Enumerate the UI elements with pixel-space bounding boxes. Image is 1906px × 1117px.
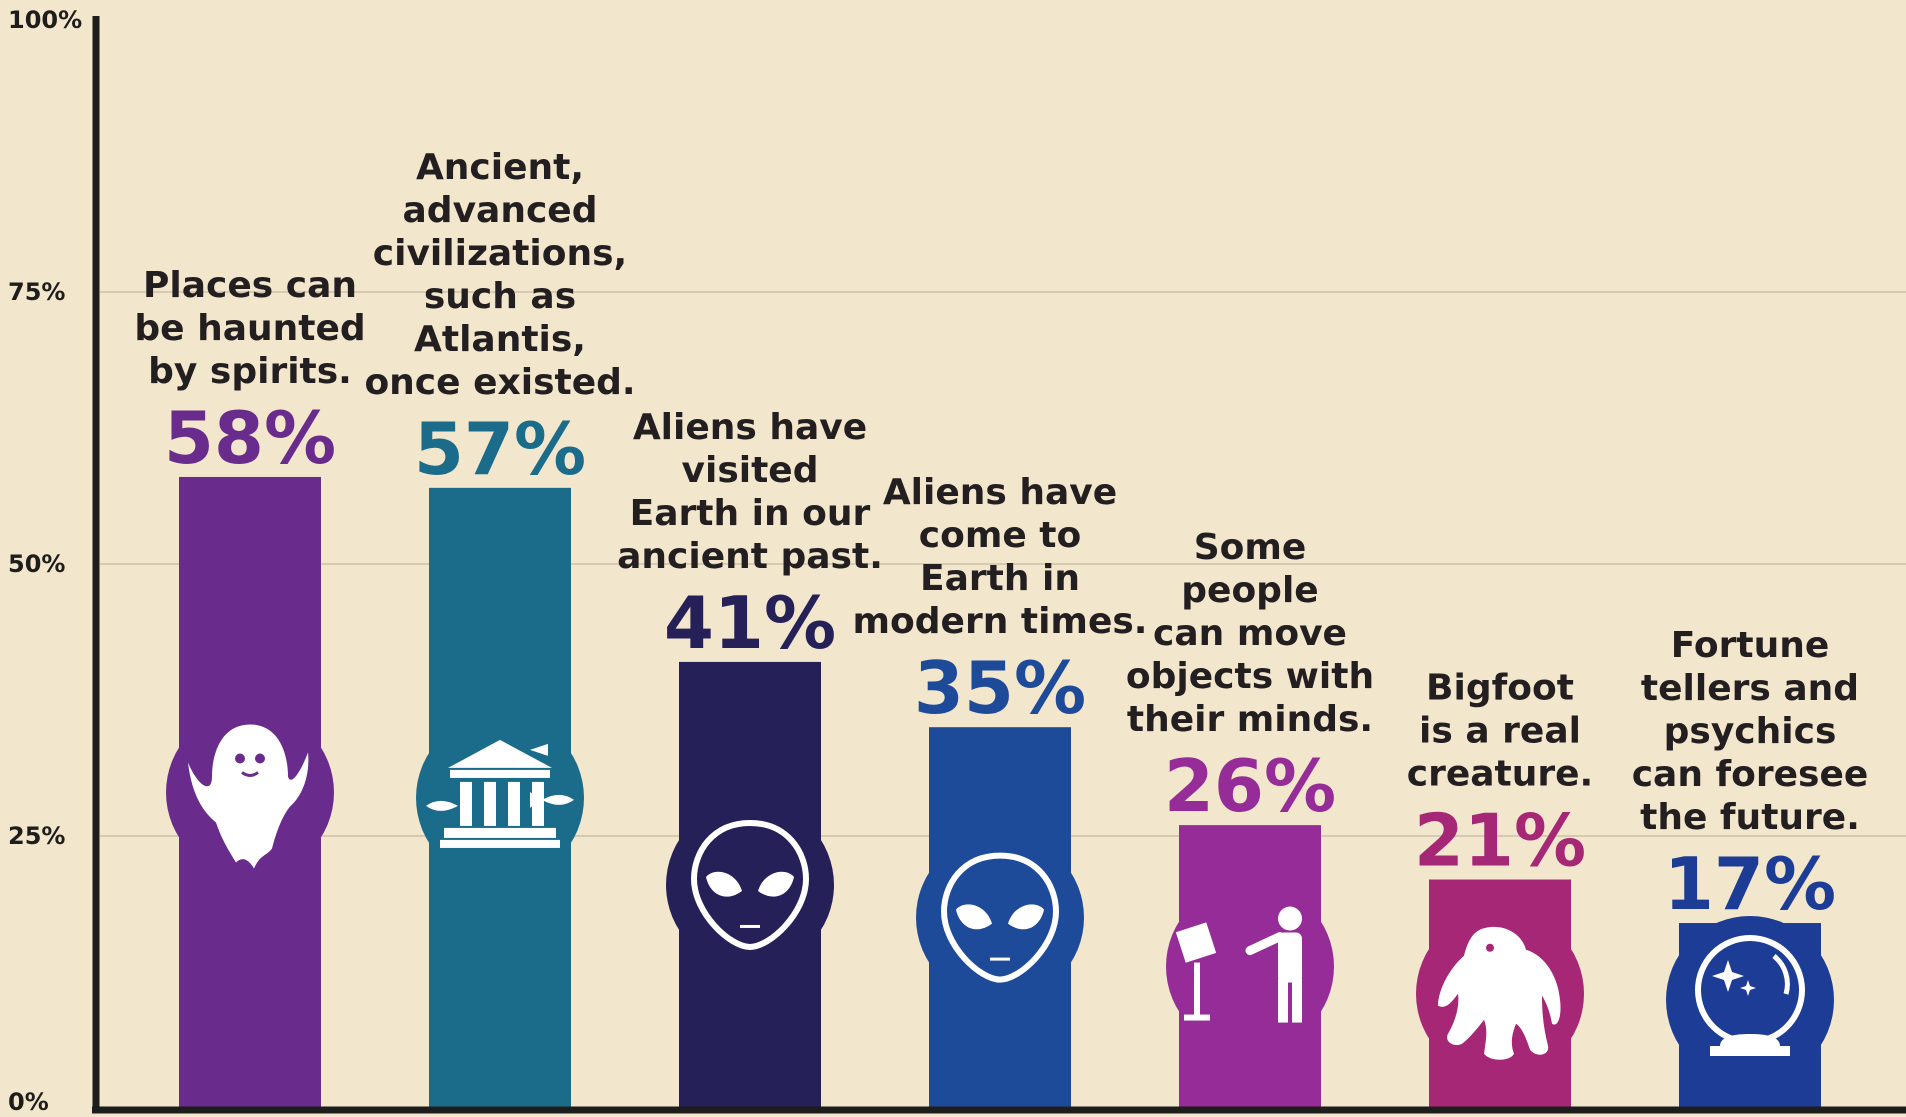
icon-medallion xyxy=(1166,882,1334,1051)
y-tick-label: 0% xyxy=(8,1088,49,1116)
value-label: 17% xyxy=(1664,842,1836,926)
value-label: 26% xyxy=(1164,744,1336,828)
category-label-line: come to xyxy=(919,515,1081,556)
y-tick-label: 25% xyxy=(8,822,65,850)
icon-medallion xyxy=(1666,916,1834,1084)
category-label-line: their minds. xyxy=(1127,699,1373,740)
y-axis-tick-labels: 0% 25% 50% 75% 100% xyxy=(8,6,82,1116)
icon-medallion xyxy=(916,833,1084,1002)
category-label-line: the future. xyxy=(1640,797,1860,838)
bar-group xyxy=(1416,879,1584,1108)
category-label: Ancient, advanced civilizations, such as Atl… xyxy=(364,147,635,403)
category-label-line: Atlantis, xyxy=(414,319,586,360)
bar-group xyxy=(166,476,334,1109)
bar-group xyxy=(1166,825,1334,1108)
category-label-line: tellers and xyxy=(1641,668,1859,709)
value-label: 35% xyxy=(914,646,1086,730)
bar-group xyxy=(666,661,834,1108)
category-label-line: can move xyxy=(1153,613,1347,654)
category-label-line: objects with xyxy=(1126,656,1374,697)
category-label-line: ancient past. xyxy=(617,536,883,577)
y-tick-label: 75% xyxy=(8,278,65,306)
category-label-line: psychics xyxy=(1664,711,1837,752)
category-label-line: people xyxy=(1181,570,1318,611)
value-label: 21% xyxy=(1414,799,1586,883)
category-label: Fortune tellers and psychics can foresee the… xyxy=(1632,625,1869,838)
y-tick-label: 50% xyxy=(8,550,65,578)
category-label-line: Ancient, xyxy=(416,147,584,188)
category-label: Bigfoot is a real creature. xyxy=(1407,668,1594,795)
category-label-line: Fortune xyxy=(1671,625,1830,666)
bar-labels: 58%Places can be haunted by spirits.57%Anc… xyxy=(134,147,1868,926)
category-label-line: once existed. xyxy=(364,362,635,403)
value-label: 58% xyxy=(164,396,336,480)
category-label: Aliens have come to Earth in modern times. xyxy=(853,472,1148,642)
category-label-line: Aliens have xyxy=(883,472,1117,513)
category-label-line: Places can xyxy=(143,265,357,306)
category-label-line: be haunted xyxy=(134,308,365,349)
icon-medallion xyxy=(666,800,834,969)
category-label: Some people can move objects with their mind… xyxy=(1126,527,1374,740)
y-tick-label: 100% xyxy=(8,6,82,34)
bars xyxy=(166,476,1834,1109)
category-label-line: can foresee xyxy=(1632,754,1869,795)
bar-group xyxy=(416,487,584,1109)
category-label-line: Aliens have xyxy=(633,407,867,448)
category-label-line: modern times. xyxy=(853,601,1148,642)
bar-group xyxy=(1666,916,1834,1108)
category-label-line: Earth in xyxy=(920,558,1080,599)
category-label-line: such as xyxy=(424,276,576,317)
category-label-line: visited xyxy=(682,450,819,491)
category-label-line: Earth in our xyxy=(630,493,871,534)
category-label-line: creature. xyxy=(1407,754,1594,795)
category-label-line: Some xyxy=(1194,527,1307,568)
category-label-line: civilizations, xyxy=(373,233,627,274)
bar-group xyxy=(916,727,1084,1108)
category-label-line: Bigfoot xyxy=(1426,668,1574,709)
category-label-line: by spirits. xyxy=(148,351,352,392)
value-label: 41% xyxy=(664,581,836,665)
category-label: Aliens have visited Earth in our ancient pa… xyxy=(617,407,883,577)
category-label: Places can be haunted by spirits. xyxy=(134,265,365,392)
category-label-line: is a real xyxy=(1419,711,1581,752)
category-label-line: advanced xyxy=(403,190,598,231)
value-label: 57% xyxy=(414,407,586,491)
